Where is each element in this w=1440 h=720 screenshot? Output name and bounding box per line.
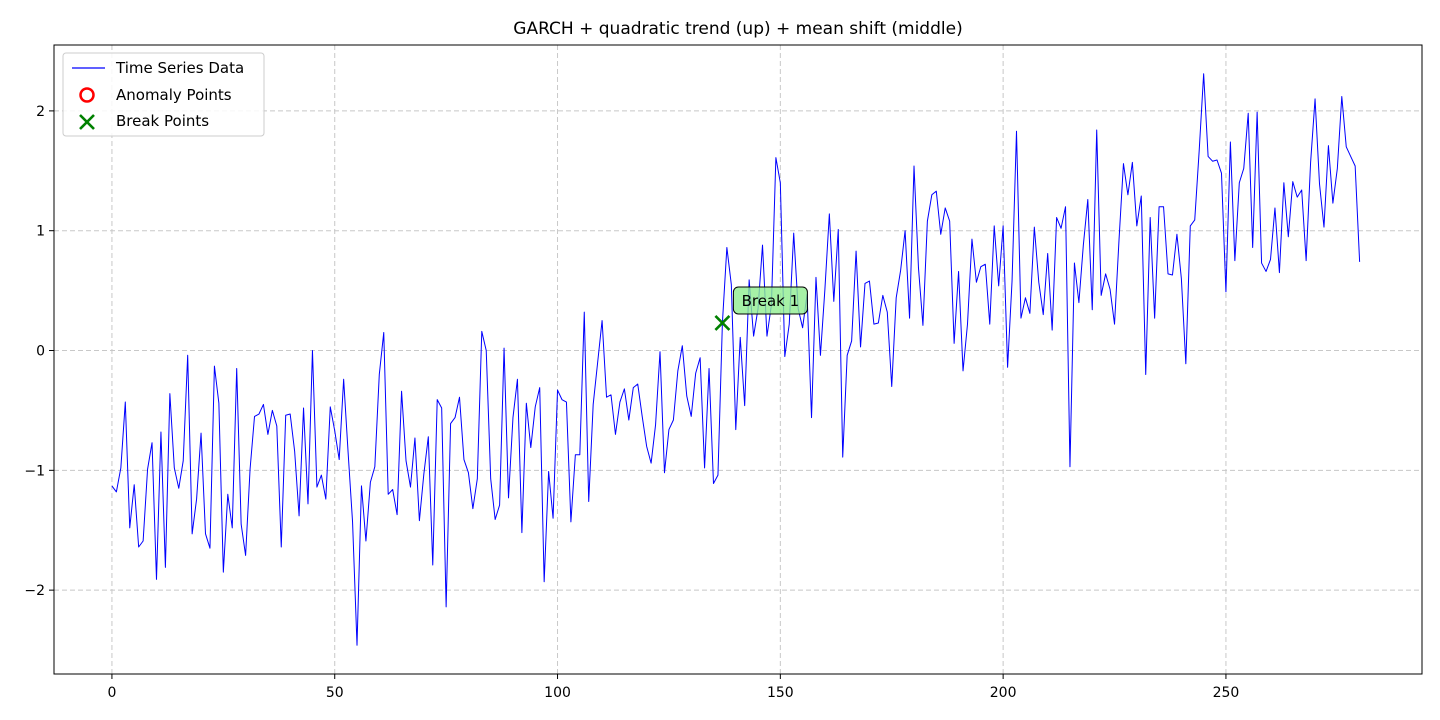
- annotation-box: [732, 286, 808, 315]
- y-tick-label: 1: [36, 224, 45, 240]
- grid: [54, 45, 1422, 674]
- legend-label-series: Time Series Data: [115, 59, 244, 77]
- legend-x-swatch: [79, 114, 95, 130]
- x-tick-label: 150: [767, 685, 794, 701]
- y-tick-label: −2: [24, 583, 45, 599]
- legend: Time Series Data Anomaly Points Break Po…: [62, 52, 265, 137]
- annotation-label: Break 1: [742, 292, 800, 310]
- legend-label-anomaly: Anomaly Points: [116, 86, 232, 104]
- x-tick-label: 50: [326, 685, 344, 701]
- y-tick-label: 0: [36, 344, 45, 360]
- legend-circle-swatch: [79, 87, 95, 103]
- y-tick-label: −1: [24, 463, 45, 479]
- legend-label-break: Break Points: [116, 112, 209, 130]
- break-point-stroke: [714, 315, 731, 331]
- break-point-marker: [714, 315, 731, 331]
- chart-title: GARCH + quadratic trend (up) + mean shif…: [513, 19, 962, 39]
- legend-box: [62, 52, 265, 137]
- x-axis: 0 50 100 150 200 250: [107, 674, 1239, 701]
- y-tick-label: 2: [36, 104, 45, 120]
- x-tick-label: 0: [107, 685, 116, 701]
- x-tick-label: 100: [544, 685, 571, 701]
- x-tick-label: 250: [1213, 685, 1240, 701]
- x-tick-label: 200: [990, 685, 1017, 701]
- marker-layer: Break 1: [714, 286, 808, 331]
- plot-frame: [53, 44, 1423, 675]
- y-axis: −2 −1 0 1 2: [24, 104, 54, 599]
- series-line: [111, 73, 1361, 646]
- plot-area: Break 1 0 50 100 150 200 250 −2 −1 0 1 2: [24, 44, 1423, 701]
- series-layer: [111, 73, 1361, 646]
- break-point-annotation: Break 1: [732, 286, 808, 315]
